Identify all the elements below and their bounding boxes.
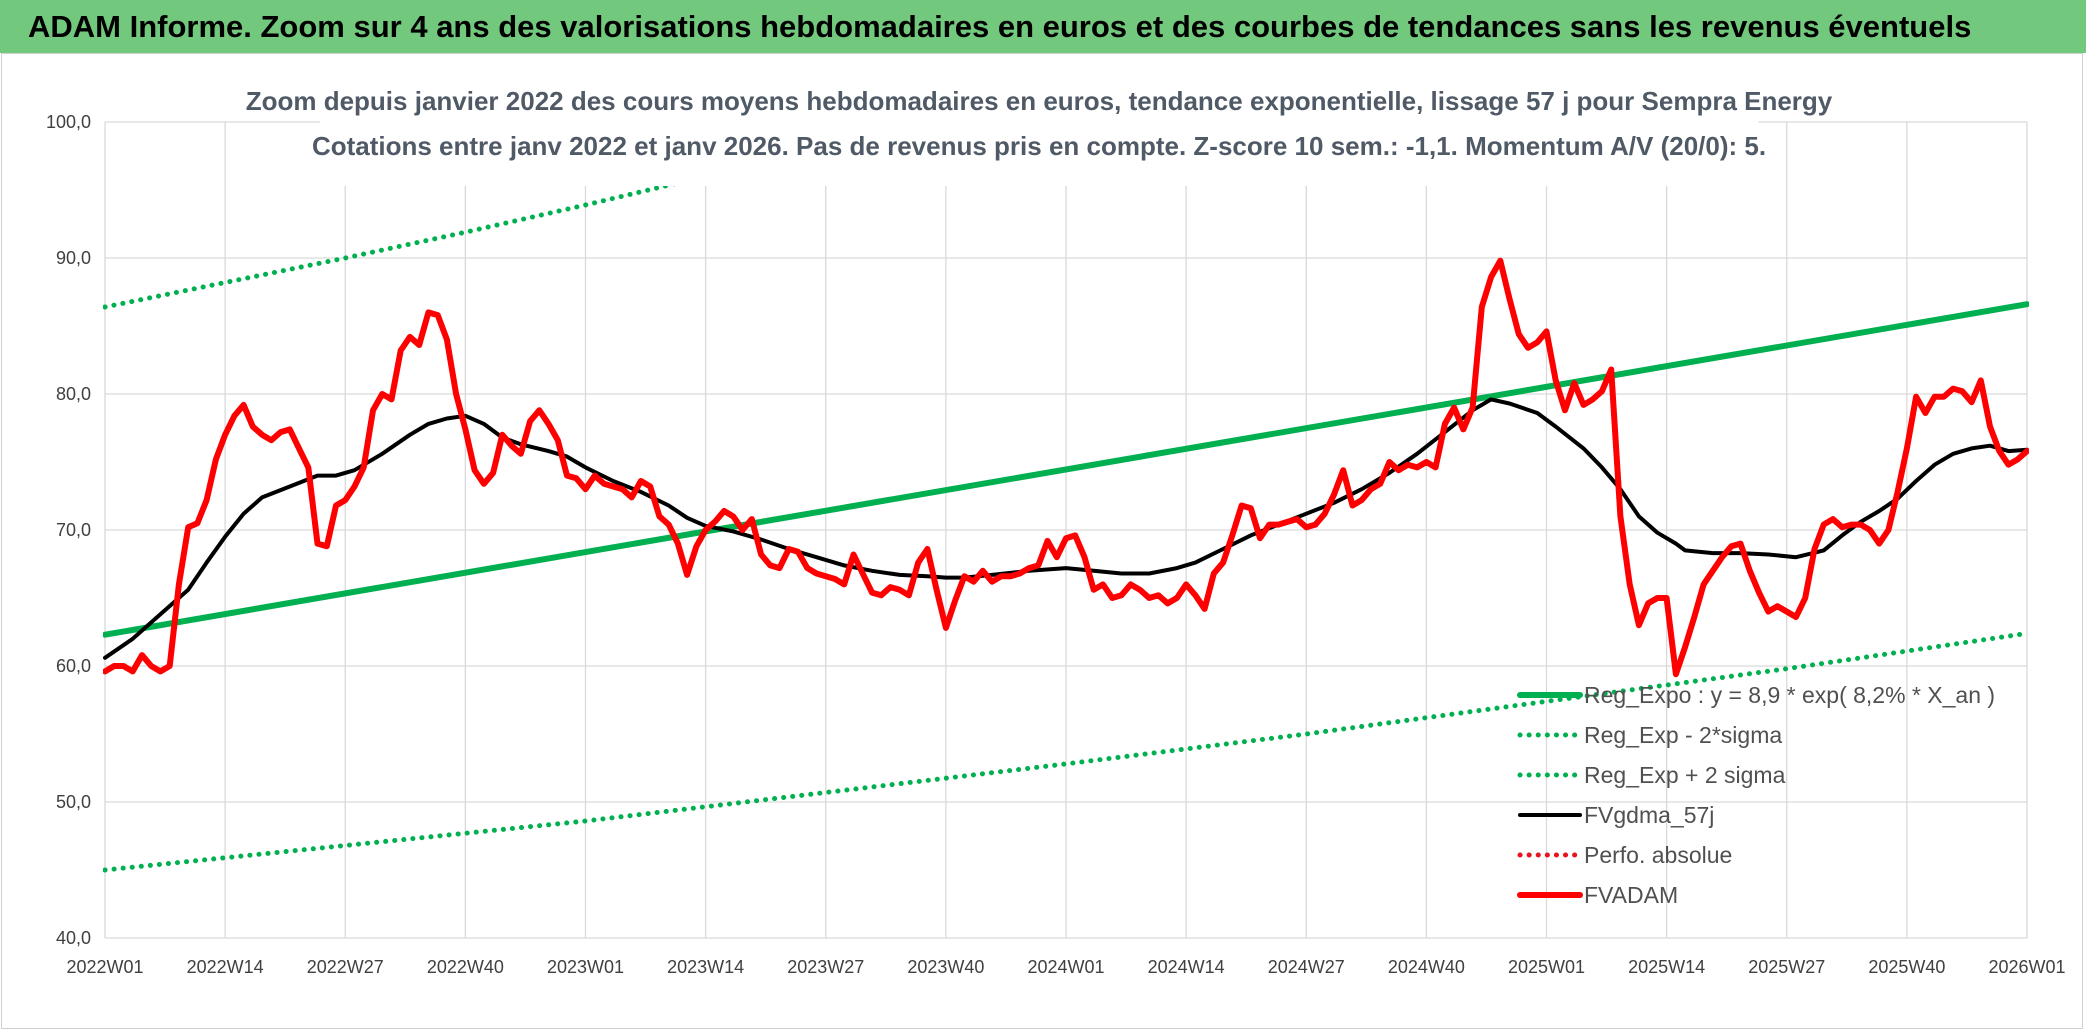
legend-label-1: Reg_Exp - 2*sigma xyxy=(1584,722,1782,748)
x-tick-label: 2025W01 xyxy=(1508,957,1585,977)
legend-label-5: FVADAM xyxy=(1584,882,1678,908)
legend-label-2: Reg_Exp + 2 sigma xyxy=(1584,762,1786,788)
y-tick-label: 50,0 xyxy=(56,792,91,812)
chart-frame: Zoom depuis janvier 2022 des cours moyen… xyxy=(1,53,2083,1029)
y-tick-label: 40,0 xyxy=(56,928,91,948)
y-tick-label: 100,0 xyxy=(46,112,91,132)
chart-title-block: Zoom depuis janvier 2022 des cours moyen… xyxy=(246,78,1833,186)
x-tick-label: 2024W40 xyxy=(1388,957,1465,977)
chart: Zoom depuis janvier 2022 des cours moyen… xyxy=(46,78,2066,977)
y-tick-label: 80,0 xyxy=(56,384,91,404)
y-tick-label: 90,0 xyxy=(56,248,91,268)
x-tick-label: 2022W27 xyxy=(307,957,384,977)
series-line-1 xyxy=(103,630,2029,873)
x-tick-label: 2023W14 xyxy=(667,957,744,977)
legend-label-3: FVgdma_57j xyxy=(1584,802,1714,828)
x-tick-label: 2023W27 xyxy=(787,957,864,977)
x-tick-label: 2023W01 xyxy=(547,957,624,977)
x-tick-label: 2024W27 xyxy=(1268,957,1345,977)
x-tick-label: 2025W27 xyxy=(1748,957,1825,977)
x-tick-label: 2022W14 xyxy=(187,957,264,977)
x-tick-label: 2022W01 xyxy=(66,957,143,977)
x-tick-label: 2025W40 xyxy=(1868,957,1945,977)
legend-label-0: Reg_Expo : y = 8,9 * exp( 8,2% * X_an ) xyxy=(1584,682,1995,708)
y-tick-label: 60,0 xyxy=(56,656,91,676)
x-tick-label: 2024W14 xyxy=(1148,957,1225,977)
legend: Reg_Expo : y = 8,9 * exp( 8,2% * X_an ) R… xyxy=(1517,682,1995,908)
chart-title: Zoom depuis janvier 2022 des cours moyen… xyxy=(246,86,1833,116)
x-tick-label: 2025W14 xyxy=(1628,957,1705,977)
chart-grid xyxy=(104,121,2028,939)
series-line-5 xyxy=(103,257,2029,678)
axes-layer: 40,0 50,0 60,0 70,0 80,0 90,0 100,0 2022W01 2022… xyxy=(46,112,2066,977)
legend-label-4: Perfo. absolue xyxy=(1584,842,1732,868)
series-line-0 xyxy=(103,301,2029,638)
page-title: ADAM Informe. Zoom sur 4 ans des valoris… xyxy=(0,0,2086,53)
series-line-3 xyxy=(103,397,2029,660)
x-tick-label: 2022W40 xyxy=(427,957,504,977)
x-tick-label: 2023W40 xyxy=(907,957,984,977)
x-tick-label: 2024W01 xyxy=(1027,957,1104,977)
x-tick-label: 2026W01 xyxy=(1988,957,2065,977)
title-backdrop xyxy=(320,78,1758,186)
chart-subtitle: Cotations entre janv 2022 et janv 2026. … xyxy=(312,131,1766,161)
y-tick-label: 70,0 xyxy=(56,520,91,540)
